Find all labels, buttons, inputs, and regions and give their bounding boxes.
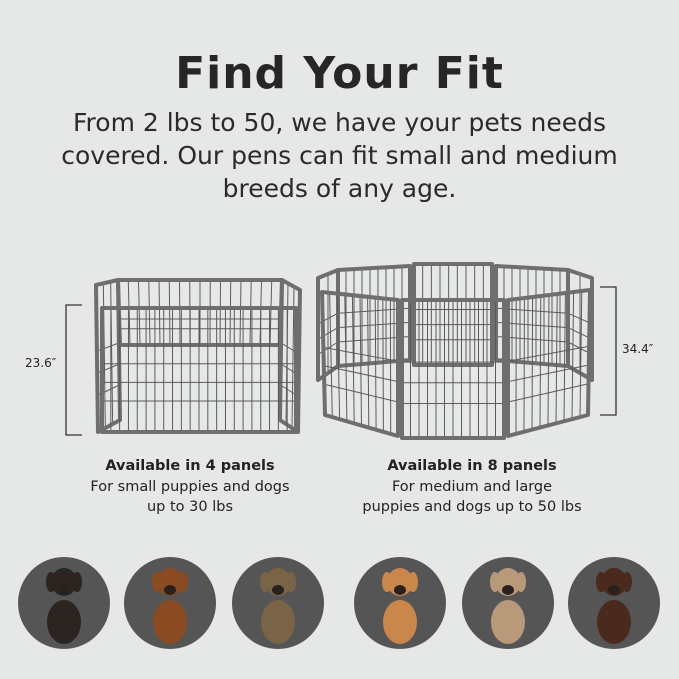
page-title: Find Your Fit [175,48,504,99]
pen-panel [400,298,506,440]
pen-panel [100,306,298,434]
pen-panel [94,278,122,434]
height-bracket-right [600,286,617,416]
pen-panel [320,290,400,438]
caption-text: For small puppies and dogs [90,478,290,495]
dog-breed-badge [462,557,554,649]
labrador-icon [596,568,632,644]
pen-panel [506,288,592,438]
pen-4-panel-image [94,278,302,434]
caption-text: puppies and dogs up to 50 lbs [362,499,582,515]
subtitle-line: breeds of any age. [222,174,457,203]
caption-8-panel: Available in 8 panels For medium and lar… [332,456,612,518]
subtitle: From 2 lbs to 50, we have your pets need… [0,106,679,205]
australian-shepherd-icon [490,568,526,644]
pen-8-panel-image [316,262,594,440]
dog-breed-badge [232,557,324,649]
subtitle-line: From 2 lbs to 50, we have your pets need… [72,108,607,137]
yorkie-icon [260,568,296,644]
caption-text: up to 30 lbs [146,499,234,515]
height-label-8-panel: 34.4″ [622,342,654,356]
dachshund-icon [152,568,188,644]
bulldog-icon [382,568,418,644]
height-label-4-panel: 23.6″ [25,356,57,370]
dog-breed-badge [354,557,446,649]
pen-panel [116,278,284,347]
height-bracket-left [65,304,82,436]
dog-breed-badge [18,557,110,649]
dog-breed-badge [568,557,660,649]
caption-4-panel: Available in 4 panels For small puppies … [70,456,310,518]
caption-heading: Available in 8 panels [387,458,557,474]
subtitle-line: covered. Our pens can fit small and medi… [61,141,618,170]
chihuahua-icon [46,568,82,644]
caption-text: For medium and large [391,478,553,495]
caption-heading: Available in 4 panels [105,458,275,474]
dog-breed-badge [124,557,216,649]
